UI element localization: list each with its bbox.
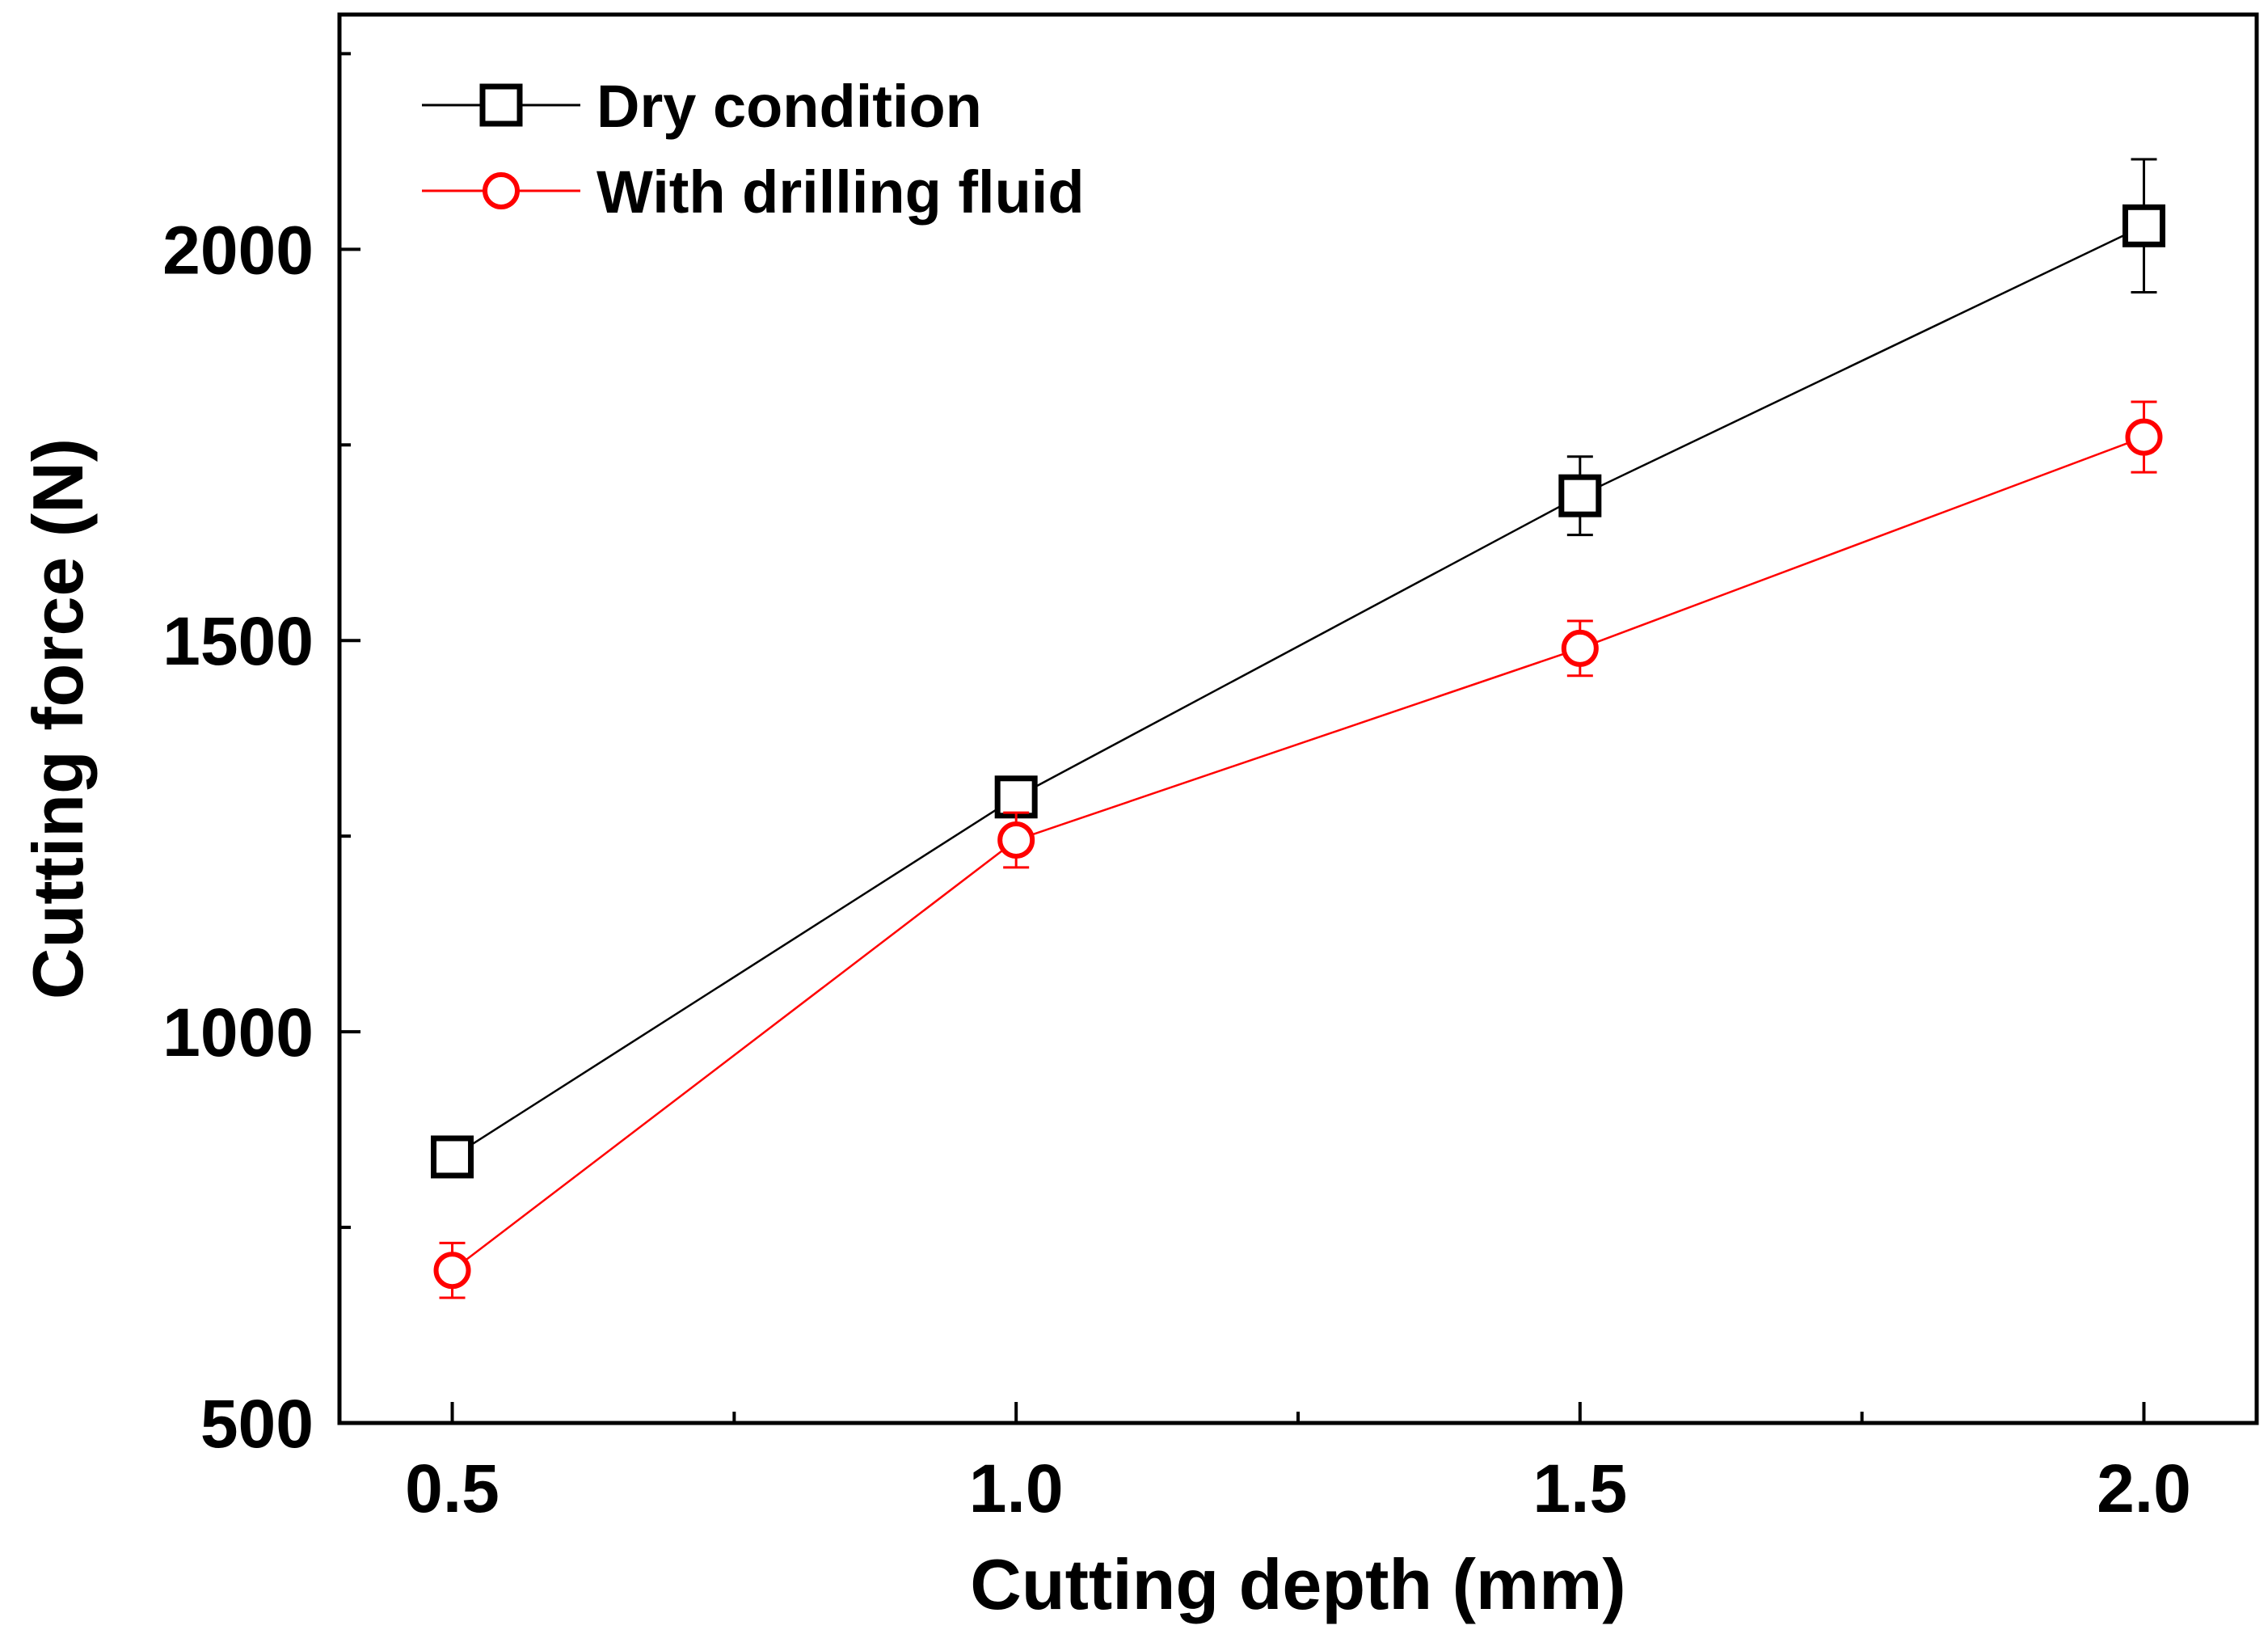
legend-item: Dry condition bbox=[422, 73, 982, 140]
circle-marker bbox=[433, 1252, 471, 1290]
square-marker bbox=[479, 83, 523, 127]
circle-marker bbox=[2125, 418, 2163, 456]
series-with-drilling-fluid bbox=[433, 400, 2163, 1299]
x-tick-label: 2.0 bbox=[2097, 1450, 2191, 1526]
y-tick-label: 2000 bbox=[162, 212, 314, 288]
legend-label: With drilling fluid bbox=[597, 158, 1085, 226]
circle-marker bbox=[997, 821, 1035, 859]
square-marker bbox=[1558, 474, 1602, 517]
square-marker bbox=[2122, 204, 2165, 247]
x-axis-ticks bbox=[450, 1402, 2146, 1423]
y-axis-ticks bbox=[339, 52, 360, 1425]
legend: Dry condition With drilling fluid bbox=[422, 73, 1085, 226]
y-tick-label: 1500 bbox=[162, 603, 314, 679]
series-line bbox=[451, 225, 2145, 1159]
x-tick-label: 0.5 bbox=[405, 1450, 500, 1526]
square-marker bbox=[431, 1135, 474, 1179]
y-tick-label: 1000 bbox=[162, 994, 314, 1070]
circle-marker bbox=[1561, 629, 1599, 667]
x-tick-label: 1.5 bbox=[1532, 1450, 1627, 1526]
x-tick-label: 1.0 bbox=[969, 1450, 1064, 1526]
y-axis-tick-labels: 500 1000 1500 2000 bbox=[162, 212, 314, 1462]
x-axis-tick-labels: 0.5 1.0 1.5 2.0 bbox=[405, 1450, 2191, 1526]
y-tick-label: 500 bbox=[200, 1386, 314, 1462]
legend-label: Dry condition bbox=[597, 73, 982, 140]
series-layer bbox=[431, 158, 2165, 1299]
circle-marker bbox=[483, 172, 520, 209]
series-dry-condition bbox=[431, 158, 2165, 1179]
y-axis-title: Cutting force (N) bbox=[18, 438, 98, 999]
x-axis-title: Cutting depth (mm) bbox=[970, 1544, 1625, 1624]
legend-item: With drilling fluid bbox=[422, 158, 1085, 226]
series-line bbox=[451, 436, 2144, 1272]
square-marker bbox=[994, 775, 1038, 819]
plot-frame bbox=[337, 12, 2259, 1425]
